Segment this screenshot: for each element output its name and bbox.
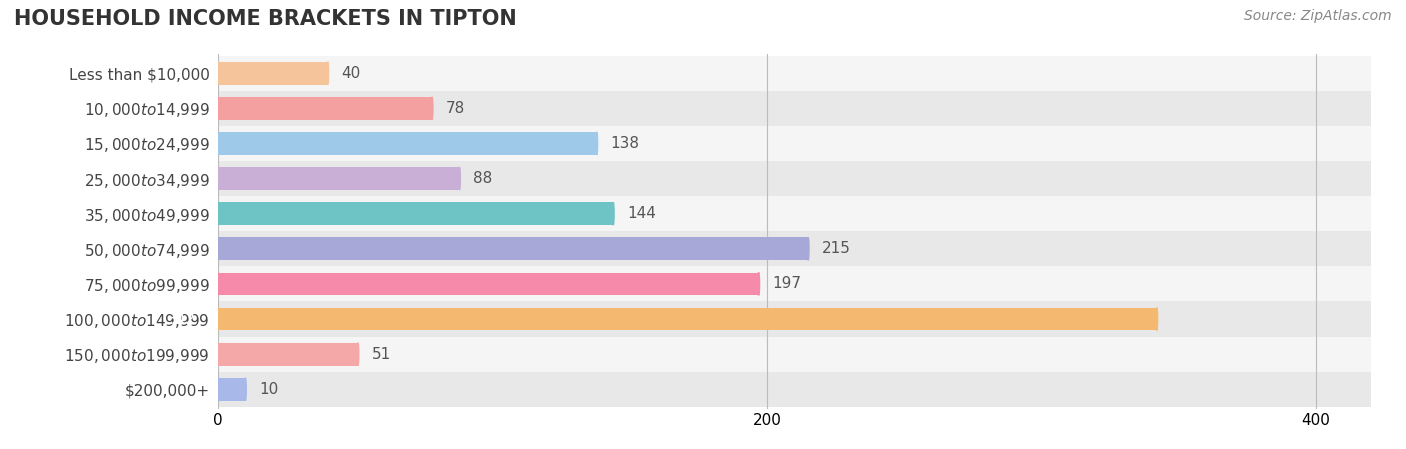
Bar [218,301,1371,337]
Text: HOUSEHOLD INCOME BRACKETS IN TIPTON: HOUSEHOLD INCOME BRACKETS IN TIPTON [14,9,517,29]
Circle shape [217,378,219,401]
Circle shape [217,97,219,120]
Bar [218,372,1371,407]
Bar [218,238,808,260]
Bar [218,231,1371,266]
Circle shape [217,343,219,365]
Bar [218,196,1371,231]
Text: 40: 40 [342,66,361,81]
Text: 88: 88 [474,171,492,186]
Bar [218,97,432,120]
Circle shape [217,202,219,225]
Bar [218,337,1371,372]
Bar [218,273,759,295]
Bar [218,161,1371,196]
Circle shape [357,343,359,365]
Circle shape [613,202,614,225]
Bar [218,132,596,155]
Bar [218,126,1371,161]
Circle shape [217,167,219,190]
Circle shape [217,273,219,295]
Text: 51: 51 [371,347,391,361]
Text: 10: 10 [259,382,278,397]
Circle shape [217,62,219,84]
Text: Source: ZipAtlas.com: Source: ZipAtlas.com [1244,9,1392,23]
Circle shape [217,132,219,155]
Text: 197: 197 [772,277,801,291]
Text: 78: 78 [446,101,465,116]
Circle shape [807,238,808,260]
Bar [218,343,359,365]
Bar [218,62,328,84]
Circle shape [596,132,598,155]
Circle shape [758,273,759,295]
Text: 215: 215 [823,241,851,256]
Circle shape [217,238,219,260]
Circle shape [458,167,460,190]
Circle shape [326,62,329,84]
Circle shape [245,378,246,401]
Circle shape [1156,308,1157,330]
Bar [218,167,460,190]
Text: 138: 138 [610,136,640,151]
Bar [218,202,613,225]
Circle shape [432,97,433,120]
Bar [218,56,1371,91]
Circle shape [217,308,219,330]
Text: 342: 342 [167,312,195,326]
Text: 144: 144 [627,206,655,221]
Bar [218,378,246,401]
Bar [218,91,1371,126]
Bar [218,266,1371,301]
Bar [218,308,1157,330]
